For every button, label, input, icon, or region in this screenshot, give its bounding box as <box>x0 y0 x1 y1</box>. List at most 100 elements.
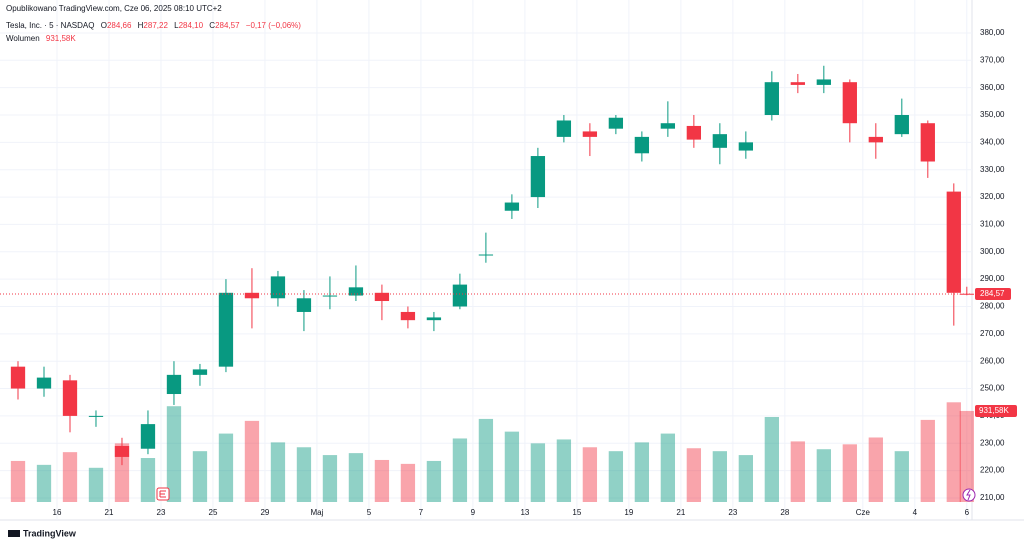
y-tick-label: 360,00 <box>980 83 1005 92</box>
candle-body <box>244 292 260 299</box>
ohlc-value: 284,57 <box>215 21 240 30</box>
volume-bar <box>738 455 753 502</box>
x-tick-label: 16 <box>53 508 62 517</box>
x-tick-label: 5 <box>367 508 372 517</box>
volume-bar <box>686 448 702 502</box>
candle-body <box>322 295 338 297</box>
y-tick-label: 370,00 <box>980 55 1005 64</box>
candle-body <box>582 131 598 137</box>
ohlc-value: 284,10 <box>178 21 204 30</box>
volume-bar <box>920 419 935 502</box>
volume-bar <box>296 447 312 502</box>
candle-body <box>738 142 753 151</box>
y-tick-label: 290,00 <box>980 274 1005 283</box>
candle-body <box>634 136 650 154</box>
candle-body <box>192 369 208 375</box>
volume-bar <box>608 451 624 502</box>
x-tick-label: 23 <box>728 508 737 517</box>
volume-bar <box>62 452 78 502</box>
x-tick-label: 6 <box>965 508 970 517</box>
volume-bar <box>504 431 520 502</box>
candle-body <box>894 115 909 135</box>
x-tick-label: 25 <box>209 508 218 517</box>
volume-bar <box>868 437 883 502</box>
candle-body <box>712 134 728 148</box>
candle-body <box>608 117 624 129</box>
labels: 210,00220,00230,00240,00250,00260,00270,… <box>0 28 1017 517</box>
tradingview-logo: TradingView <box>8 528 77 538</box>
x-tick-label: 21 <box>676 508 685 517</box>
candle-body <box>218 292 234 367</box>
y-tick-label: 330,00 <box>980 165 1005 174</box>
volume-bar <box>374 459 390 502</box>
candle-body <box>686 125 702 140</box>
candle-body <box>842 82 857 124</box>
volume-bar <box>894 451 909 502</box>
candle-body <box>660 123 676 129</box>
x-tick-label: 21 <box>105 508 114 517</box>
x-tick-label: 7 <box>419 508 424 517</box>
volume-bar <box>478 418 494 502</box>
symbol-line: Tesla, Inc. · 5 · NASDAQ O284,66 H287,22… <box>6 21 301 30</box>
y-tick-label: 380,00 <box>980 28 1005 37</box>
x-tick-label: 23 <box>157 508 166 517</box>
volume-bar <box>114 443 130 502</box>
x-tick-label: 15 <box>572 508 581 517</box>
candle-body <box>816 79 831 85</box>
event-icon <box>962 488 976 502</box>
candle-body <box>140 424 156 449</box>
candle-body <box>920 123 935 162</box>
x-tick-label: 13 <box>520 508 529 517</box>
y-tick-label: 310,00 <box>980 220 1005 229</box>
volume-badge <box>975 404 1017 417</box>
y-tick-label: 250,00 <box>980 384 1005 393</box>
candle-body <box>504 202 520 211</box>
volume-bar <box>842 444 857 502</box>
volume-bar <box>452 438 468 502</box>
volume-bar <box>400 463 416 502</box>
ohlc-label: L <box>174 21 179 30</box>
volume-bar <box>946 402 961 502</box>
volume-bar <box>764 416 779 502</box>
volume-line: Wolumen 931,58K <box>6 34 76 43</box>
earnings-icon <box>156 487 170 501</box>
published-note: Opublikowano TradingView.com, Cze 06, 20… <box>6 4 222 13</box>
candle-body <box>556 120 572 137</box>
candle-body <box>946 191 961 293</box>
y-tick-label: 320,00 <box>980 192 1005 201</box>
volume-bar <box>348 453 364 502</box>
volume-bar <box>530 443 546 502</box>
candle-body <box>400 311 416 321</box>
volume-bar <box>712 451 728 502</box>
symbol: Tesla, Inc. · 5 · NASDAQ <box>6 21 95 30</box>
candle-body <box>88 415 104 417</box>
x-tick-label: 9 <box>471 508 476 517</box>
y-tick-label: 220,00 <box>980 466 1005 475</box>
candle-body <box>868 136 883 143</box>
brand: TradingView <box>23 528 77 538</box>
y-tick-label: 350,00 <box>980 110 1005 119</box>
volume-bar <box>218 433 234 502</box>
y-tick-label: 230,00 <box>980 438 1005 447</box>
ohlc-label: H <box>137 21 144 30</box>
candle-body <box>452 284 468 307</box>
candle-body <box>166 374 182 395</box>
candle-layer <box>10 65 974 466</box>
y-tick-label: 340,00 <box>980 137 1005 146</box>
candle-body <box>478 254 494 256</box>
y-tick-label: 260,00 <box>980 356 1005 365</box>
y-tick-label: 300,00 <box>980 247 1005 256</box>
volume-bar <box>192 451 208 502</box>
ohlc-label: O <box>100 21 107 30</box>
candle-body <box>62 380 78 416</box>
candle-body <box>426 317 442 321</box>
volume-bar <box>140 458 156 502</box>
candle-body <box>36 377 52 389</box>
change: −0,17 (−0,06%) <box>245 21 301 30</box>
candle-body <box>10 366 26 389</box>
y-tick-label: 210,00 <box>980 493 1005 502</box>
x-tick-label: Maj <box>310 508 323 517</box>
volume-bar <box>959 410 974 502</box>
